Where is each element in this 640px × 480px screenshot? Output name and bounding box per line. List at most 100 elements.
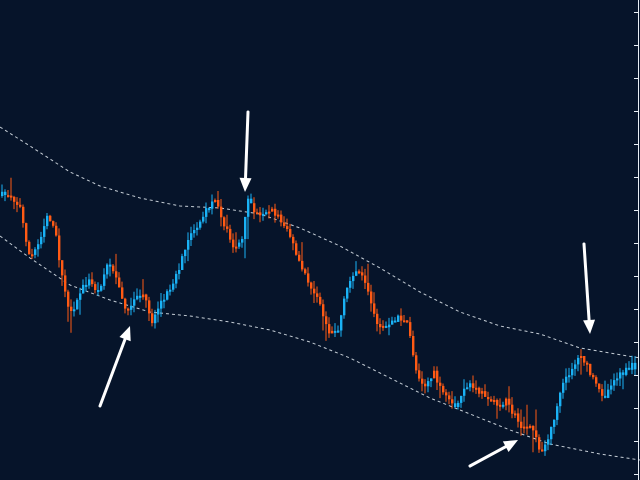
candle-up	[250, 193, 253, 204]
candle-up	[172, 279, 175, 292]
candle-down	[256, 208, 259, 215]
candle-up	[355, 261, 358, 277]
candle-up	[334, 323, 337, 337]
candle-down	[307, 267, 310, 287]
candle-down	[475, 380, 478, 394]
candle-up	[100, 284, 103, 292]
candle-down	[586, 360, 589, 372]
candle-up	[553, 419, 556, 434]
candle-up	[4, 189, 7, 202]
candle-down	[376, 308, 379, 332]
candle-up	[634, 356, 637, 376]
candle-down	[400, 308, 403, 326]
candle-down	[493, 395, 496, 405]
candle-up	[43, 218, 46, 243]
candle-down	[124, 297, 127, 314]
candle-up	[166, 289, 169, 301]
candle-up	[244, 216, 247, 259]
candle-down	[118, 272, 121, 288]
candle-down	[526, 404, 529, 435]
candle-up	[175, 270, 178, 289]
candle-down	[214, 198, 217, 203]
candle-down	[283, 216, 286, 229]
candle-down	[496, 398, 499, 419]
candle-down	[382, 320, 385, 331]
candle-up	[394, 317, 397, 323]
candle-down	[55, 222, 58, 237]
candle-up	[46, 213, 49, 230]
candle-down	[508, 386, 511, 413]
candle-down	[436, 366, 439, 390]
candle-down	[406, 320, 409, 324]
candle-down	[433, 366, 436, 379]
candle-down	[64, 269, 67, 298]
candle-up	[454, 396, 457, 409]
candle-up	[202, 211, 205, 224]
candle-up	[157, 301, 160, 323]
candle-down	[115, 253, 118, 285]
candle-down	[523, 416, 526, 434]
candle-up	[130, 297, 133, 316]
candle-down	[403, 315, 406, 323]
candle-down	[538, 434, 541, 453]
candle-down	[121, 281, 124, 299]
candle-down	[61, 260, 64, 286]
candle-up	[82, 279, 85, 294]
candle-down	[235, 232, 238, 253]
candle-down	[7, 190, 10, 198]
candle-up	[73, 301, 76, 317]
candle-down	[25, 222, 28, 247]
candle-up	[181, 253, 184, 270]
buy-arrow-1	[98, 326, 131, 408]
candle-down	[223, 216, 226, 231]
candle-up	[352, 272, 355, 289]
candle-down	[373, 292, 376, 318]
candle-down	[487, 391, 490, 406]
candle-down	[529, 424, 532, 429]
candle-down	[328, 317, 331, 338]
candle-down	[424, 379, 427, 394]
candle-down	[448, 391, 451, 405]
candle-up	[340, 314, 343, 337]
candle-up	[607, 383, 610, 399]
candle-up	[610, 379, 613, 395]
candle-down	[145, 293, 148, 308]
candle-up	[628, 361, 631, 371]
candle-down	[520, 409, 523, 436]
candle-up	[40, 231, 43, 249]
candle-down	[16, 197, 19, 213]
candle-up	[502, 401, 505, 409]
candle-down	[442, 383, 445, 395]
candle-up	[466, 382, 469, 390]
candle-down	[370, 284, 373, 312]
candle-down	[304, 267, 307, 275]
candle-down	[31, 248, 34, 259]
candle-down	[292, 234, 295, 251]
candle-down	[10, 177, 13, 201]
candle-up	[604, 380, 607, 399]
candle-up	[397, 314, 400, 322]
candle-down	[49, 214, 52, 222]
candle-down	[277, 210, 280, 219]
candle-down	[271, 206, 274, 212]
candle-up	[139, 289, 142, 303]
candle-down	[13, 195, 16, 210]
candle-up	[556, 403, 559, 426]
candle-up	[619, 368, 622, 386]
candle-up	[631, 355, 634, 375]
candle-up	[430, 378, 433, 388]
candle-up	[469, 380, 472, 392]
candle-down	[148, 296, 151, 321]
candle-up	[571, 362, 574, 380]
candle-up	[559, 391, 562, 413]
candle-down	[439, 376, 442, 399]
candle-up	[103, 268, 106, 290]
candle-down	[514, 410, 517, 418]
buy-arrow-2	[468, 440, 518, 468]
candle-down	[289, 223, 292, 239]
candle-down	[592, 373, 595, 380]
candle-up	[97, 282, 100, 296]
candle-down	[601, 384, 604, 402]
